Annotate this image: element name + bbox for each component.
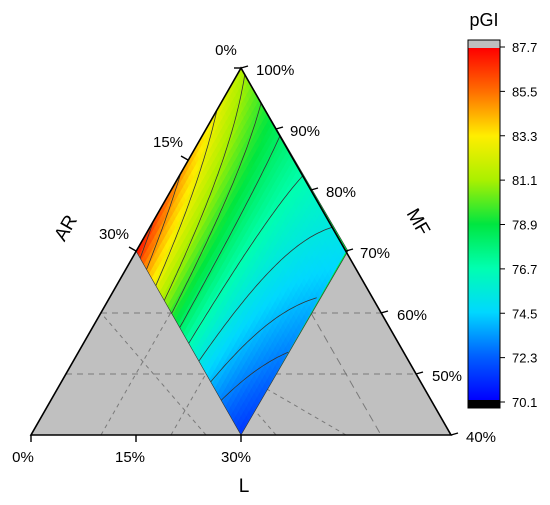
tick-label-right: 90% <box>290 123 320 140</box>
colorbar-bottom-cap <box>468 400 500 408</box>
tick-marks <box>30 65 459 442</box>
contour-line <box>139 220 154 259</box>
contour-line <box>188 175 304 344</box>
grid-line <box>310 312 382 436</box>
contour-line <box>155 111 218 286</box>
tick-mark <box>345 248 354 252</box>
tick-label-bottom: 15% <box>115 449 145 466</box>
tick-label-left: 15% <box>153 134 183 151</box>
tick-label-right: 100% <box>256 62 294 79</box>
colorbar-gradient-bar <box>468 48 500 400</box>
tick-label-bottom: 0% <box>12 449 34 466</box>
contour-line <box>220 351 289 401</box>
contour-line <box>163 74 246 301</box>
colorbar-tick-label: 83.3 <box>512 129 537 144</box>
tick-label-right: 60% <box>397 307 427 324</box>
contour-line <box>146 175 181 270</box>
contour-line <box>198 226 333 362</box>
tick-mark <box>310 187 319 191</box>
tick-label-right: 50% <box>432 368 462 385</box>
colorbar-tick-label: 76.7 <box>512 262 537 277</box>
tick-mark <box>128 246 137 252</box>
contour-cell <box>238 425 244 435</box>
tick-label-right: 70% <box>360 245 390 262</box>
contour-line <box>179 135 281 328</box>
tick-label-right: 40% <box>466 429 496 446</box>
colorbar-tick-label: 70.1 <box>512 395 537 410</box>
colorbar-tick-label: 78.9 <box>512 218 537 233</box>
tick-mark <box>415 371 424 375</box>
colorbar-tick-label: 87.7 <box>512 40 537 55</box>
contour-line <box>210 297 317 383</box>
axis-label-left: AR <box>51 212 82 245</box>
colorbar-top-cap <box>468 40 500 48</box>
grid-line <box>100 312 207 436</box>
contour-line <box>171 102 262 314</box>
tick-mark <box>450 432 459 436</box>
axis-label-bottom: L <box>239 476 250 497</box>
tick-label-left: 30% <box>99 226 129 243</box>
tick-mark <box>380 310 389 314</box>
colorbar-tick-label: 81.1 <box>512 173 537 188</box>
tick-mark <box>180 155 189 161</box>
tick-label-left: 0% <box>215 42 237 59</box>
tick-label-right: 80% <box>326 184 356 201</box>
colorbar-tick-label: 72.3 <box>512 351 537 366</box>
colorbar-tick-label: 85.5 <box>512 84 537 99</box>
colorbar-tick-label: 74.5 <box>512 306 537 321</box>
colorbar-ticks: 87.7 85.5 83.3 81.1 78.9 76.7 74.5 72.3 70.1 <box>500 40 537 410</box>
axis-label-right: MF <box>402 205 434 239</box>
colorbar-title: pGI <box>469 10 498 30</box>
tick-mark <box>275 126 284 130</box>
tick-label-bottom: 30% <box>221 449 251 466</box>
tick-mark <box>240 65 249 69</box>
